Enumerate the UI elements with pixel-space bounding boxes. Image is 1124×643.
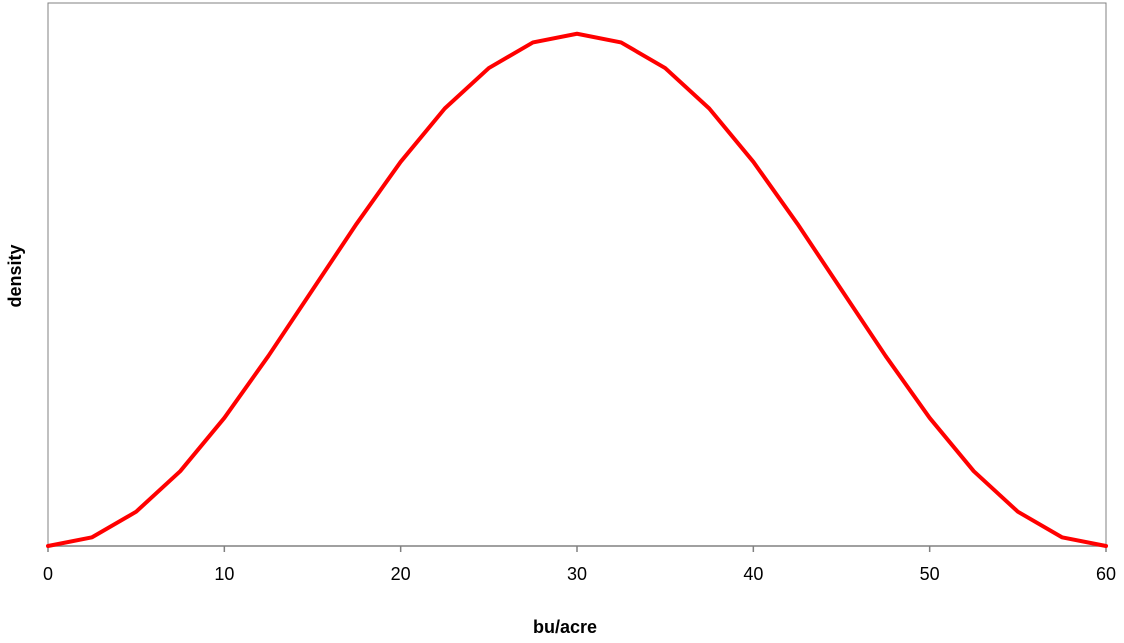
x-tick-label: 30 — [567, 564, 587, 584]
x-tick-label: 0 — [43, 564, 53, 584]
x-tick-labels: 0 10 20 30 40 50 60 — [43, 564, 1116, 584]
plot-frame — [47, 2, 1107, 547]
x-tick-label: 20 — [391, 564, 411, 584]
y-axis-title: density — [5, 244, 25, 307]
x-ticks — [47, 546, 1107, 552]
x-tick-label: 50 — [920, 564, 940, 584]
x-tick-label: 40 — [743, 564, 763, 584]
x-axis-title: bu/acre — [533, 617, 597, 637]
x-tick-label: 10 — [214, 564, 234, 584]
x-tick-label: 60 — [1096, 564, 1116, 584]
density-curve — [46, 31, 1108, 548]
